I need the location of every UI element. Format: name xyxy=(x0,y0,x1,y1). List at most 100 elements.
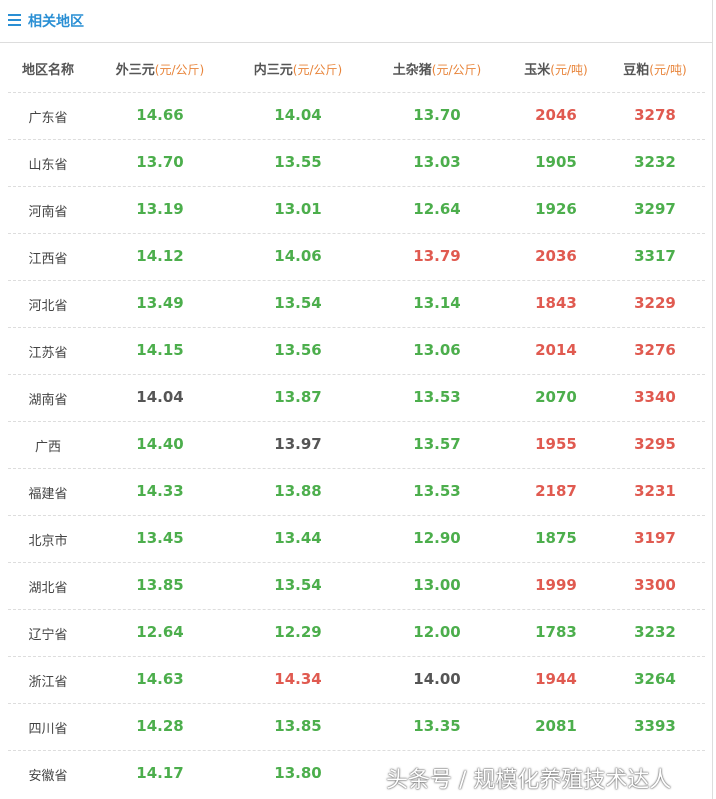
region-name: 湖北省 xyxy=(28,581,68,596)
price-cell: 3264 xyxy=(634,670,676,688)
price-cell: 13.54 xyxy=(274,576,322,594)
region-name: 浙江省 xyxy=(28,675,68,690)
column-unit: (元/公斤) xyxy=(292,63,343,77)
price-cell: 13.00 xyxy=(413,576,461,594)
price-cell: 13.56 xyxy=(274,341,322,359)
price-cell: 13.87 xyxy=(274,388,322,406)
price-cell: 3297 xyxy=(634,200,676,218)
menu-icon[interactable] xyxy=(8,14,21,26)
price-cell: 14.04 xyxy=(274,106,322,124)
price-cell: 13.44 xyxy=(274,529,322,547)
price-cell: 12.90 xyxy=(413,529,461,547)
price-cell: 13.45 xyxy=(136,529,184,547)
row-separator xyxy=(8,374,705,375)
row-separator xyxy=(8,327,705,328)
column-name: 地区名称 xyxy=(21,63,75,78)
row-separator xyxy=(8,562,705,563)
region-name: 广东省 xyxy=(28,111,68,126)
price-cell: 13.53 xyxy=(413,388,461,406)
section-title: 相关地区 xyxy=(28,14,84,30)
price-cell: 14.40 xyxy=(136,435,184,453)
price-cell: 12.00 xyxy=(413,623,461,641)
price-cell: 1783 xyxy=(535,623,577,641)
price-cell: 13.80 xyxy=(274,764,322,782)
price-cell: 13.49 xyxy=(136,294,184,312)
column-unit: (元/公斤) xyxy=(431,63,482,77)
price-cell: 1875 xyxy=(535,529,577,547)
price-cell: 3229 xyxy=(634,294,676,312)
column-name: 玉米 xyxy=(524,63,551,78)
row-separator xyxy=(8,468,705,469)
price-cell: 3231 xyxy=(634,482,676,500)
price-cell: 12.29 xyxy=(274,623,322,641)
column-unit: (元/公斤) xyxy=(154,63,205,77)
price-cell: 3197 xyxy=(634,529,676,547)
price-cell: 13.06 xyxy=(413,341,461,359)
column-header: 地区名称 xyxy=(22,59,74,78)
price-cell: 3300 xyxy=(634,576,676,594)
column-name: 豆粕 xyxy=(623,63,650,78)
region-name: 河南省 xyxy=(28,205,68,220)
region-name: 安徽省 xyxy=(28,769,68,784)
price-cell: 1955 xyxy=(535,435,577,453)
row-separator xyxy=(8,750,705,751)
row-separator xyxy=(8,703,705,704)
column-name: 土杂猪 xyxy=(392,63,432,78)
price-cell: 14.33 xyxy=(136,482,184,500)
price-cell: 14.34 xyxy=(274,670,322,688)
column-header: 外三元(元/公斤) xyxy=(116,59,204,78)
column-header: 内三元(元/公斤) xyxy=(254,59,342,78)
price-cell: 14.28 xyxy=(136,717,184,735)
region-name: 山东省 xyxy=(28,158,68,173)
price-cell: 3317 xyxy=(634,247,676,265)
price-cell: 3393 xyxy=(634,717,676,735)
column-name: 外三元 xyxy=(115,63,155,78)
price-cell: 1905 xyxy=(535,153,577,171)
row-separator xyxy=(8,92,705,93)
price-cell: 13.79 xyxy=(413,247,461,265)
region-name: 广西 xyxy=(34,440,62,455)
price-cell: 2046 xyxy=(535,106,577,124)
price-cell: 13.53 xyxy=(413,482,461,500)
price-cell: 13.14 xyxy=(413,294,461,312)
region-name: 福建省 xyxy=(28,487,68,502)
watermark: 头条号 / 规模化养殖技术达人 xyxy=(386,768,672,793)
price-cell: 3276 xyxy=(634,341,676,359)
price-cell: 13.55 xyxy=(274,153,322,171)
region-name: 湖南省 xyxy=(28,393,68,408)
row-separator xyxy=(8,656,705,657)
row-separator xyxy=(8,186,705,187)
price-cell: 12.64 xyxy=(136,623,184,641)
column-header: 土杂猪(元/公斤) xyxy=(393,59,481,78)
price-cell: 2081 xyxy=(535,717,577,735)
price-cell: 14.63 xyxy=(136,670,184,688)
price-cell: 1944 xyxy=(535,670,577,688)
price-cell: 12.64 xyxy=(413,200,461,218)
row-separator xyxy=(8,280,705,281)
price-cell: 13.57 xyxy=(413,435,461,453)
price-cell: 3340 xyxy=(634,388,676,406)
price-cell: 14.66 xyxy=(136,106,184,124)
column-unit: (元/吨) xyxy=(649,63,687,77)
price-cell: 3232 xyxy=(634,153,676,171)
region-name: 江苏省 xyxy=(28,346,68,361)
price-cell: 2014 xyxy=(535,341,577,359)
price-cell: 14.12 xyxy=(136,247,184,265)
price-cell: 3295 xyxy=(634,435,676,453)
price-cell: 13.54 xyxy=(274,294,322,312)
column-name: 内三元 xyxy=(253,63,293,78)
price-cell: 13.35 xyxy=(413,717,461,735)
price-cell: 13.70 xyxy=(136,153,184,171)
row-separator xyxy=(8,609,705,610)
price-cell: 13.85 xyxy=(274,717,322,735)
top-bar: 相关地区 xyxy=(0,0,712,43)
price-cell: 1926 xyxy=(535,200,577,218)
price-cell: 3278 xyxy=(634,106,676,124)
price-cell: 2070 xyxy=(535,388,577,406)
row-separator xyxy=(8,139,705,140)
price-cell: 14.17 xyxy=(136,764,184,782)
price-cell: 2187 xyxy=(535,482,577,500)
price-cell: 13.03 xyxy=(413,153,461,171)
price-cell: 13.85 xyxy=(136,576,184,594)
